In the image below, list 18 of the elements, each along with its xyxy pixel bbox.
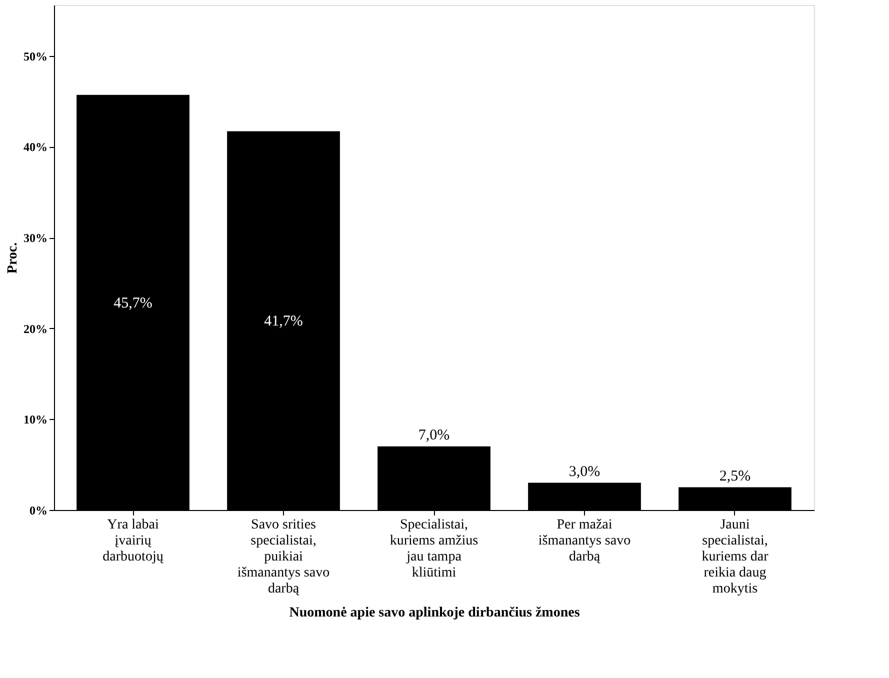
data-label: 3,0%	[568, 464, 600, 480]
y-tick-label: 30%	[24, 231, 48, 246]
y-tick-label: 40%	[24, 140, 48, 154]
y-tick-label: 10%	[24, 412, 48, 427]
data-label: 45,7%	[114, 295, 152, 312]
y-tick-label: 0%	[30, 504, 48, 518]
data-label: 7,0%	[418, 427, 450, 444]
x-axis-title: Nuomonė apie savo aplinkoje dirbančius žmones	[289, 606, 580, 620]
x-tick-label: Jauni specialistai, kuriems dar reikia daug mokytis	[702, 518, 769, 596]
x-tick-label: Yra labai įvairių darbuotojų	[102, 518, 164, 564]
x-tick-label: Specialistai, kuriems amžius jau tampa kliūtimi	[390, 518, 478, 580]
y-axis-title: Proc.	[6, 242, 20, 274]
x-tick-label: Savo srities specialistai, puikiai išmanantys savo darbą	[237, 518, 330, 596]
data-label: 41,7%	[264, 314, 303, 330]
x-tick-label: Per mažai išmanantys savo darbą	[538, 518, 631, 564]
y-tick-label: 50%	[24, 49, 48, 64]
data-label: 2,5%	[719, 468, 751, 484]
y-tick-label: 20%	[24, 322, 48, 336]
